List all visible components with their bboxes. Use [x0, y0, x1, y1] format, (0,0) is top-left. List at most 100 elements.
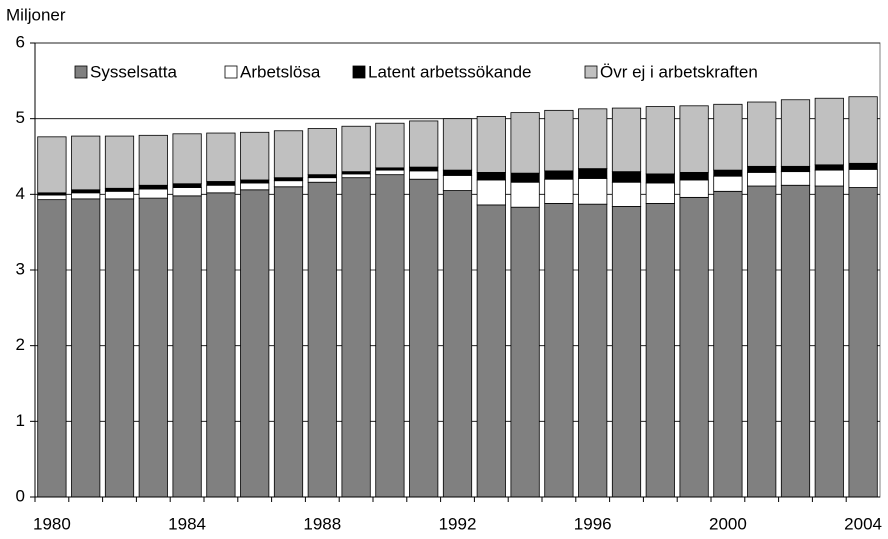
bar-segment [172, 133, 202, 185]
bar-segment [273, 186, 304, 498]
bar-segment [409, 170, 439, 180]
bar-segment [645, 106, 675, 175]
bar-segment [409, 166, 439, 172]
y-tick-label: 5 [16, 108, 25, 127]
y-tick-label: 3 [16, 259, 25, 278]
legend-label: Latent arbetssökande [368, 62, 532, 81]
bar-segment [544, 178, 574, 204]
bar-segment [409, 120, 439, 168]
bar-segment [307, 128, 337, 176]
bar-segment [814, 97, 844, 166]
bar-segment [510, 181, 540, 208]
y-tick-label: 1 [16, 411, 25, 430]
bar-segment [138, 188, 168, 199]
x-tick-label: 1988 [303, 514, 341, 533]
bar-segment [848, 96, 878, 164]
bar-segment [104, 135, 135, 189]
bar-segment [578, 108, 608, 170]
legend-label: Sysselsatta [90, 62, 177, 81]
bar-segment [172, 183, 202, 188]
bar-segment [780, 99, 811, 167]
bar-segment [37, 194, 67, 201]
bar-segment [172, 195, 202, 498]
bar-segment [71, 135, 101, 191]
bar-segment [37, 136, 67, 194]
y-tick-label: 6 [16, 32, 25, 51]
bar-segment [578, 168, 608, 179]
bar-segment [375, 174, 405, 498]
bar-segment [138, 197, 168, 498]
bar-segment [442, 169, 473, 176]
bar-segment [611, 171, 642, 183]
bar-segment [476, 204, 506, 498]
legend-swatch [224, 65, 238, 79]
bar-segment [747, 101, 777, 167]
x-tick-label: 1984 [168, 514, 206, 533]
bar-segment [848, 168, 878, 188]
bar-segment [409, 178, 439, 498]
y-tick-label: 2 [16, 335, 25, 354]
legend-swatch [74, 65, 88, 79]
bar-segment [814, 164, 844, 171]
bar-segment [37, 199, 67, 498]
bar-segment [240, 131, 270, 181]
bar-segment [611, 107, 642, 173]
bar-segment [442, 190, 473, 498]
x-tick-label: 2004 [844, 514, 882, 533]
bar-segment [206, 184, 236, 194]
legend-label: Övr ej i arbetskraften [600, 62, 758, 81]
bar-segment [578, 178, 608, 205]
bar-segment [307, 174, 337, 179]
bar-segment [679, 171, 709, 181]
bar-segment [780, 165, 811, 173]
bar-segment [240, 182, 270, 191]
y-tick-label: 0 [16, 486, 25, 505]
bar-segment [476, 179, 506, 206]
bar-segment [206, 192, 236, 498]
bar-segment [138, 184, 168, 190]
x-tick-label: 1996 [574, 514, 612, 533]
bar-segment [138, 134, 168, 186]
bar-segment [510, 172, 540, 183]
bar-segment [747, 171, 777, 187]
bar-segment [713, 190, 743, 498]
bar-segment [341, 177, 371, 498]
legend-swatch [352, 65, 366, 79]
bar-segment [442, 118, 473, 171]
bar-segment [375, 122, 405, 169]
bar-segment [780, 171, 811, 186]
bar-segment [104, 187, 135, 192]
bar-segment [611, 206, 642, 498]
bar-segment [814, 169, 844, 187]
bar-segment [679, 105, 709, 173]
bar-segment [544, 170, 574, 180]
bar-segment [273, 130, 304, 179]
legend-label: Arbetslösa [240, 62, 321, 81]
y-tick-label: 4 [16, 184, 25, 203]
x-tick-label: 2000 [709, 514, 747, 533]
bar-segment [341, 173, 371, 179]
bar-segment [747, 165, 777, 173]
bar-segment [104, 198, 135, 498]
bar-segment [442, 175, 473, 191]
bar-segment [713, 169, 743, 177]
bar-segment [645, 173, 675, 184]
bar-segment [206, 181, 236, 186]
y-axis-title: Miljoner [6, 5, 66, 24]
bar-segment [510, 206, 540, 498]
bar-segment [71, 198, 101, 498]
bar-segment [375, 169, 405, 176]
bar-segment [780, 184, 811, 498]
bar-segment [679, 179, 709, 198]
bar-segment [510, 112, 540, 174]
bar-segment [848, 187, 878, 498]
bar-segment [172, 187, 202, 197]
bar-segment [578, 203, 608, 498]
bar-segment [611, 181, 642, 207]
legend-swatch [584, 65, 598, 79]
bar-segment [814, 185, 844, 498]
x-tick-label: 1992 [439, 514, 477, 533]
bar-segment [240, 179, 270, 184]
bar-segment [307, 181, 337, 498]
